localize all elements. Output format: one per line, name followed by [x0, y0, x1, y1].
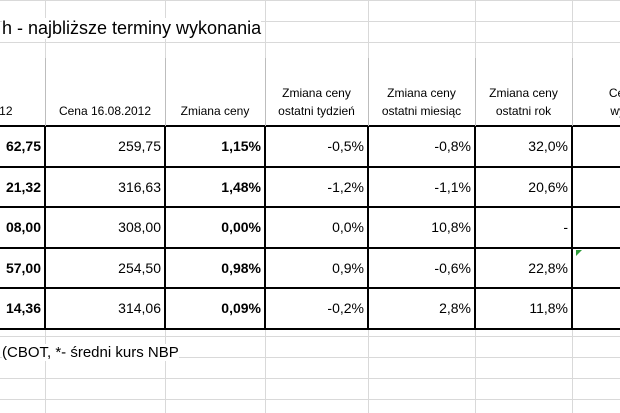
- header-line: Zmiana ceny: [387, 86, 456, 100]
- table-cell: -0,5%: [265, 126, 368, 167]
- header-line: Cena ': [608, 86, 620, 100]
- table-cell: 14,36: [0, 288, 45, 329]
- cell-marker: [576, 250, 582, 256]
- header-cell: Zmiana ceny: [165, 58, 265, 126]
- cell-border: [0, 246, 620, 249]
- table-cell: 21,32: [0, 166, 45, 207]
- header-line: .8.2012: [0, 104, 13, 118]
- table-cell: 62,75: [0, 126, 45, 167]
- table-cell: 0,09%: [165, 288, 265, 329]
- sheet-footnote: (CBOT, *- średni kurs NBP: [2, 344, 179, 361]
- cell-border: [0, 206, 620, 208]
- table-cell: 254,50: [45, 247, 165, 288]
- table-cell: -0,8%: [368, 126, 475, 167]
- table-cell: 32,0%: [475, 126, 572, 167]
- header-cell: Zmiana ceny ostatni rok: [475, 58, 572, 126]
- table-cell: 22,8%: [475, 247, 572, 288]
- table-cell: 316,63: [45, 166, 165, 207]
- table-cell: [572, 126, 620, 167]
- header-border: [265, 58, 266, 126]
- table-cell: [572, 288, 620, 329]
- table-cell: 0,0%: [265, 207, 368, 248]
- header-border: [45, 58, 46, 126]
- grid-line: [0, 21, 620, 22]
- cell-border: [264, 125, 266, 329]
- table-cell: 08,00: [0, 207, 45, 248]
- table-cell: -0,6%: [368, 247, 475, 288]
- table-cell: 308,00: [45, 207, 165, 248]
- table-cell: [572, 207, 620, 248]
- cell-border: [0, 287, 620, 289]
- table-cell: 10,8%: [368, 207, 475, 248]
- table-cell: 259,75: [45, 126, 165, 167]
- cell-border: [164, 125, 166, 329]
- header-border: [368, 58, 369, 126]
- header-line: wyraz: [610, 104, 620, 118]
- cell-border: [0, 327, 620, 330]
- header-border: [165, 58, 166, 126]
- header-line: ostatni tydzień: [278, 104, 355, 118]
- header-line: Zmiana ceny: [489, 86, 558, 100]
- cell-border: [367, 125, 369, 329]
- header-line: Cena 16.08.2012: [58, 104, 152, 118]
- table-cell: -: [475, 207, 572, 248]
- cell-border: [474, 125, 476, 329]
- grid-line: [0, 0, 620, 1]
- header-border: [572, 58, 573, 126]
- grid-line: [0, 378, 620, 379]
- header-cell: Cena 16.08.2012: [45, 58, 165, 126]
- table-cell: 2,8%: [368, 288, 475, 329]
- header-line: ostatni miesiąc: [381, 104, 462, 118]
- table-cell: 314,06: [45, 288, 165, 329]
- table-cell: 1,48%: [165, 166, 265, 207]
- cell-border: [0, 165, 620, 168]
- grid-line: [0, 336, 620, 337]
- header-line: Zmiana ceny: [180, 104, 250, 118]
- table-cell: [572, 166, 620, 207]
- header-cell: Zmiana ceny ostatni tydzień: [265, 58, 368, 126]
- header-line: Zmiana ceny: [282, 86, 351, 100]
- cell-border: [571, 125, 573, 329]
- table-cell: -0,2%: [265, 288, 368, 329]
- table-cell: 57,00: [0, 247, 45, 288]
- header-border: [475, 58, 476, 126]
- header-cell: Cena ' wyraz: [572, 58, 620, 126]
- header-cell: .8.2012: [0, 58, 45, 126]
- table-cell: 20,6%: [475, 166, 572, 207]
- table-cell: 11,8%: [475, 288, 572, 329]
- table-cell: -1,2%: [265, 166, 368, 207]
- table-cell: 0,00%: [165, 207, 265, 248]
- grid-line: [0, 42, 620, 43]
- header-cell: Zmiana ceny ostatni miesiąc: [368, 58, 475, 126]
- table-cell: 1,15%: [165, 126, 265, 167]
- sheet-title: h - najbliższe terminy wykonania: [2, 18, 262, 39]
- table-cell: 0,9%: [265, 247, 368, 288]
- table-cell: -1,1%: [368, 166, 475, 207]
- header-line: ostatni rok: [495, 104, 552, 118]
- cell-border: [44, 125, 46, 329]
- grid-line: [0, 357, 620, 358]
- cell-border: [0, 125, 620, 127]
- grid-line: [0, 399, 620, 400]
- table-cell: 0,98%: [165, 247, 265, 288]
